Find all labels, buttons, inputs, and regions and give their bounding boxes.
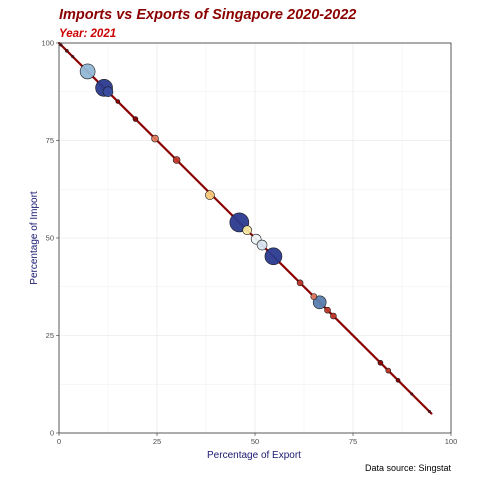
- data-point: [242, 225, 252, 235]
- y-tick-label: 25: [46, 331, 54, 340]
- data-point: [205, 190, 215, 200]
- data-point: [115, 99, 121, 104]
- x-tick-label: 0: [57, 437, 61, 446]
- data-points: [59, 43, 431, 414]
- x-tick-label: 100: [445, 437, 458, 446]
- data-point: [132, 116, 139, 122]
- x-axis-title: Percentage of Export: [207, 450, 301, 461]
- data-point: [65, 48, 69, 53]
- data-point: [172, 156, 181, 164]
- data-point: [310, 293, 318, 300]
- x-tick-label: 75: [349, 437, 357, 446]
- data-point: [59, 43, 63, 47]
- y-tick-label: 75: [46, 136, 54, 145]
- data-point: [377, 359, 384, 366]
- data-point: [264, 247, 283, 266]
- x-tick-label: 25: [153, 437, 161, 446]
- data-point: [395, 378, 401, 383]
- data-point: [385, 367, 392, 374]
- x-axis-ticks: 0 25 50 75 100: [57, 433, 457, 446]
- chart-title: Imports vs Exports of Singapore 2020-202…: [59, 7, 356, 23]
- data-point: [102, 86, 114, 98]
- x-tick-label: 50: [251, 437, 259, 446]
- chart-subtitle: Year: 2021: [59, 28, 116, 40]
- data-point: [410, 392, 414, 396]
- y-tick-label: 100: [41, 39, 54, 48]
- y-axis-title: Percentage of Import: [29, 191, 40, 285]
- data-source-caption: Data source: Singstat: [365, 463, 452, 473]
- y-tick-label: 50: [46, 234, 54, 243]
- y-tick-label: 0: [50, 429, 54, 438]
- data-point: [312, 295, 327, 310]
- data-point: [296, 279, 304, 287]
- data-point: [427, 410, 431, 414]
- data-point: [71, 55, 75, 59]
- data-point: [151, 134, 159, 143]
- data-point: [324, 306, 331, 314]
- data-point: [330, 312, 337, 320]
- data-point: [256, 239, 268, 251]
- data-point: [79, 63, 96, 80]
- y-axis-ticks: 0 25 50 75 100: [41, 39, 59, 438]
